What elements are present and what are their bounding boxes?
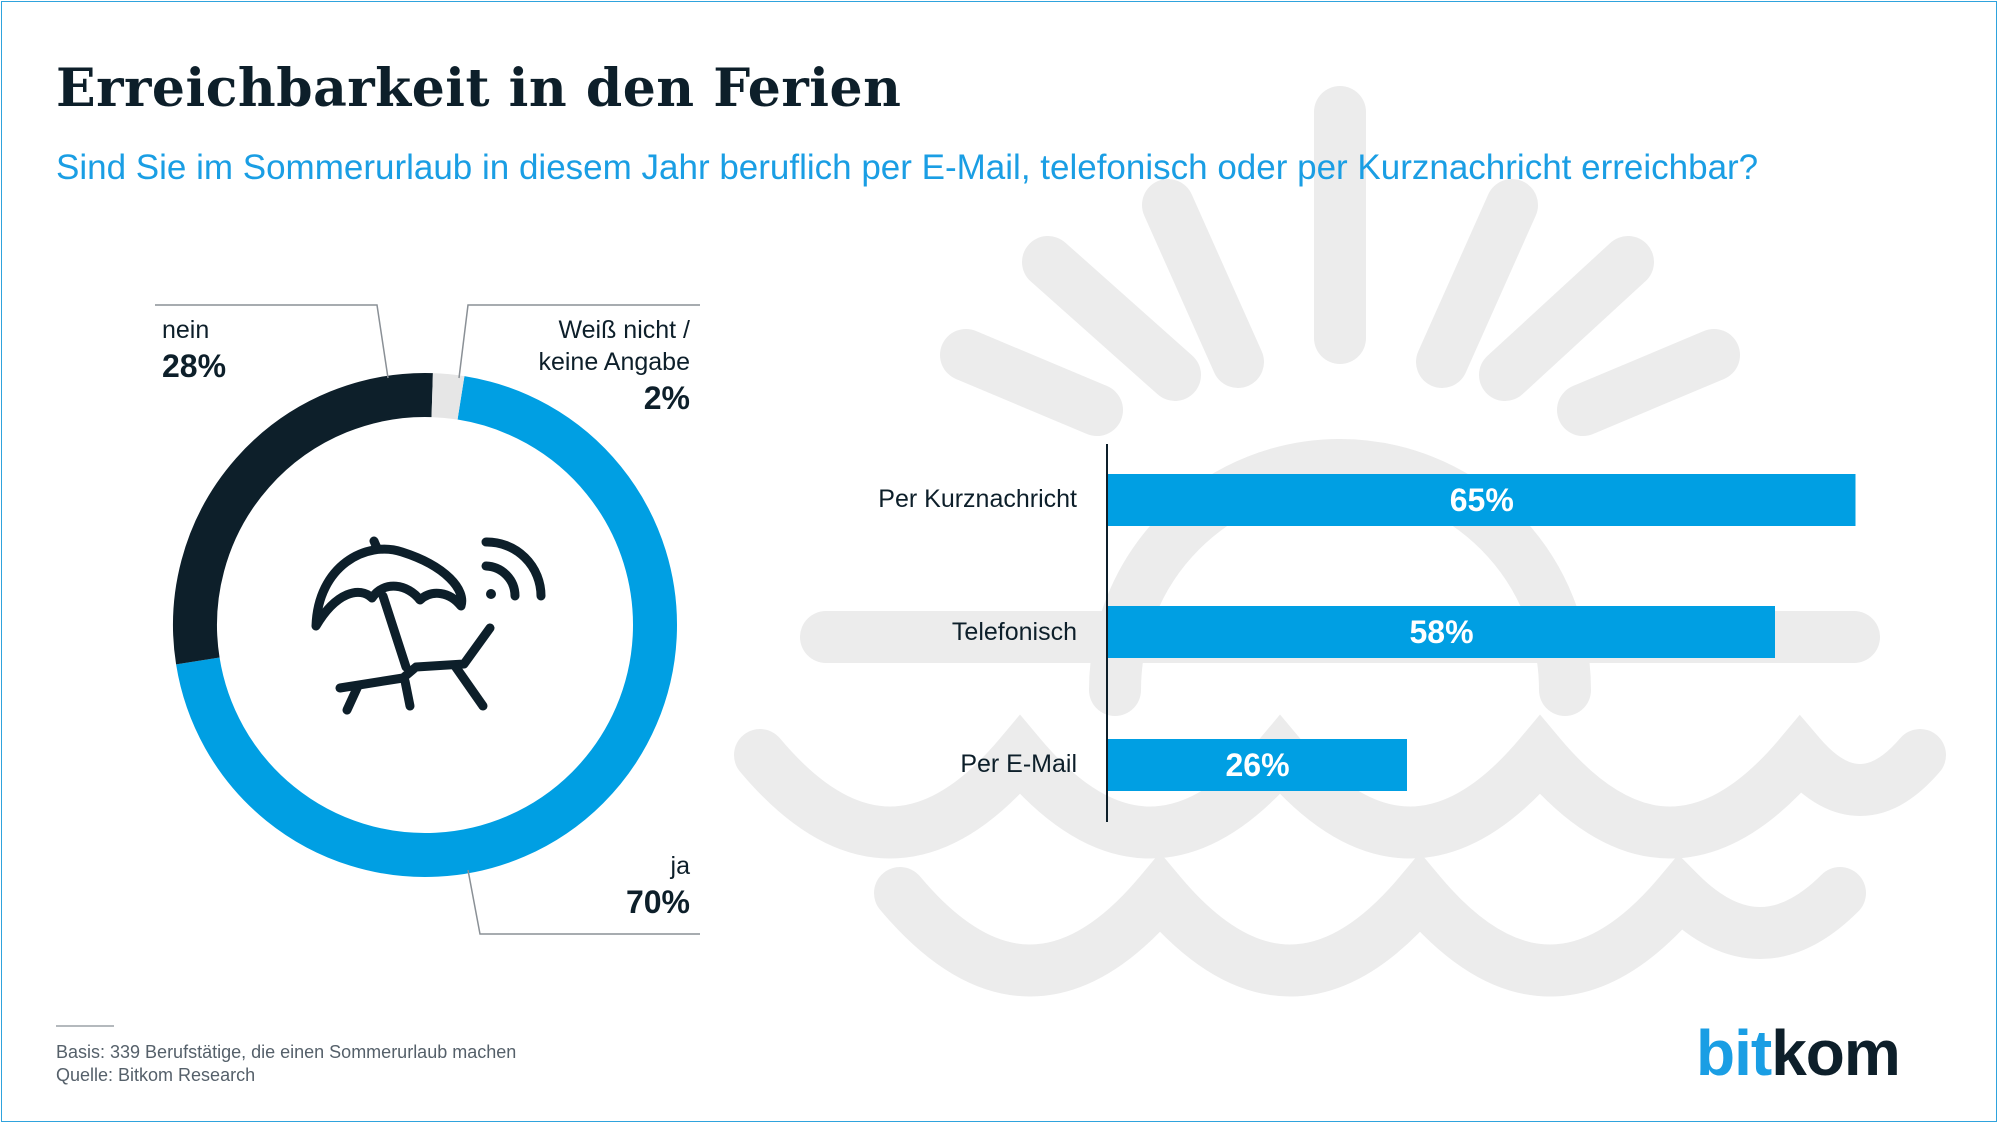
bar-category-label: Telefonisch [951,618,1077,646]
slice-label-ja-name: ja [670,852,690,880]
donut-slice-nein [173,373,433,665]
slice-label-ja: ja 70% [626,850,690,922]
slice-label-nein: nein 28% [162,314,226,386]
bar-value-label: 65% [1450,482,1514,518]
bar-value-label: 26% [1225,747,1289,783]
leader-line-weiss-nicht [458,304,700,379]
slice-label-nein-name: nein [162,316,210,344]
footer-basis: Basis: 339 Berufstätige, die einen Somme… [56,1042,517,1062]
footer-divider [56,1025,114,1027]
slice-label-weiss-nicht-line1: Weiß nicht / [558,316,690,344]
bar-category-label: Per E-Mail [960,750,1077,778]
slice-label-ja-value: 70% [625,884,690,920]
slice-label-weiss-nicht-line2: keine Angabe [538,348,690,376]
donut-slice-ja [176,376,677,877]
logo-part-kom: kom [1771,1017,1901,1089]
bar-category-label: Per Kurznachricht [878,485,1077,513]
chart-title: Erreichbarkeit in den Ferien [56,58,902,119]
bar [1108,474,1856,526]
chart-subtitle: Sind Sie im Sommerurlaub in diesem Jahr … [56,148,1759,187]
slice-label-weiss-nicht: Weiß nicht / keine Angabe 2% [538,314,690,418]
bar-value-label: 58% [1409,614,1473,650]
logo-part-bit: bit [1696,1017,1772,1089]
beach-umbrella-lounger-wifi-icon [311,536,546,715]
bitkom-logo: bitkom [1696,1016,1901,1090]
bar [1108,606,1775,658]
footer-source: Quelle: Bitkom Research [56,1065,256,1085]
leader-line-ja [467,869,700,935]
leader-line-nein [155,304,389,379]
bar [1108,739,1407,791]
slice-label-nein-value: 28% [162,348,227,384]
slice-label-weiss-nicht-value: 2% [643,380,690,416]
donut-slice-weiss-nicht [431,373,465,420]
